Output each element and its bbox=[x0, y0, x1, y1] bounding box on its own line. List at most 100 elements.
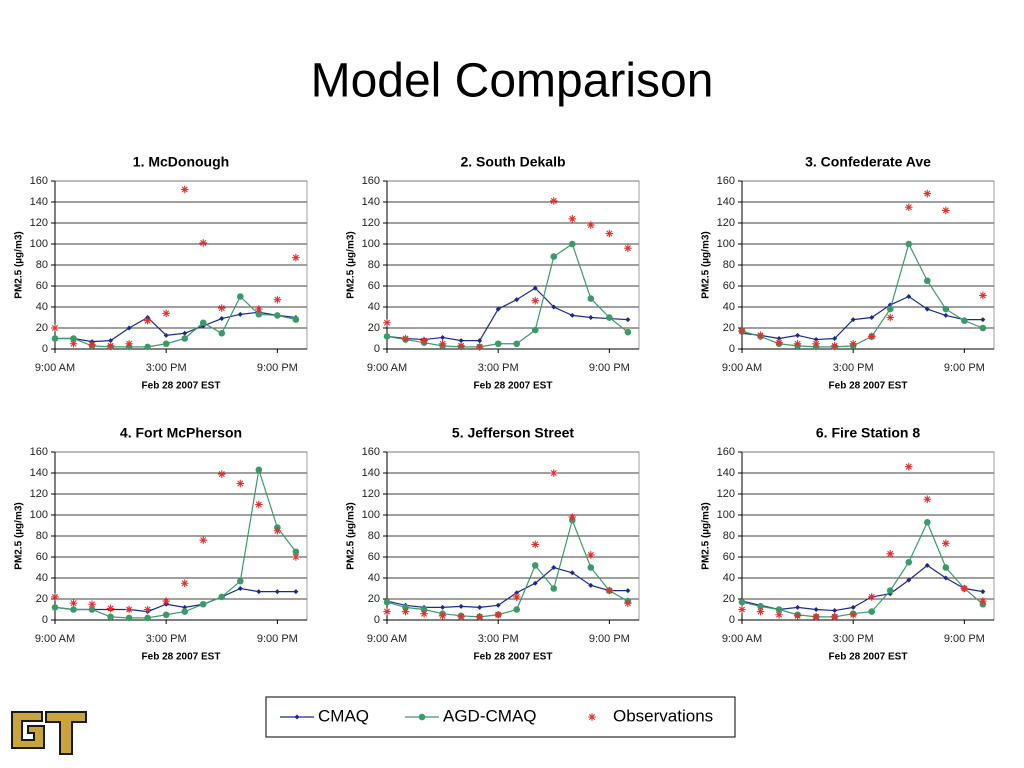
marker bbox=[531, 562, 539, 569]
marker bbox=[979, 291, 987, 300]
marker bbox=[738, 598, 746, 606]
marker bbox=[513, 340, 521, 348]
x-axis-label: Feb 28 2007 EST bbox=[474, 652, 553, 663]
marker bbox=[587, 295, 595, 302]
marker bbox=[588, 582, 594, 588]
y-tick-label: 140 bbox=[717, 467, 735, 479]
y-tick-label: 0 bbox=[42, 614, 48, 626]
marker bbox=[979, 324, 987, 332]
marker bbox=[923, 189, 932, 198]
marker bbox=[624, 599, 632, 607]
marker bbox=[383, 333, 391, 340]
y-tick-label: 20 bbox=[723, 593, 735, 605]
y-tick-label: 0 bbox=[374, 614, 380, 626]
marker bbox=[756, 607, 765, 616]
y-tick-label: 60 bbox=[368, 280, 380, 292]
marker bbox=[88, 606, 96, 613]
marker bbox=[440, 604, 446, 610]
series-line bbox=[386, 566, 628, 609]
marker bbox=[624, 244, 632, 252]
marker bbox=[199, 600, 207, 608]
marker bbox=[979, 597, 987, 605]
marker bbox=[550, 585, 558, 592]
marker bbox=[162, 611, 170, 619]
x-tick-label: 3:00 PM bbox=[478, 633, 519, 645]
marker bbox=[550, 253, 558, 260]
marker bbox=[180, 579, 189, 588]
marker bbox=[457, 342, 465, 350]
marker bbox=[738, 605, 746, 614]
marker bbox=[218, 329, 226, 337]
y-tick-label: 40 bbox=[723, 572, 735, 584]
chart-title: 4. Fort McPherson bbox=[120, 425, 242, 441]
series-line bbox=[386, 287, 628, 342]
marker bbox=[236, 577, 244, 585]
marker bbox=[849, 610, 857, 619]
marker bbox=[568, 513, 577, 521]
marker bbox=[236, 293, 244, 300]
y-tick-label: 120 bbox=[30, 217, 48, 229]
marker bbox=[51, 604, 59, 611]
marker bbox=[292, 316, 300, 323]
series-line bbox=[55, 295, 297, 348]
legend-label: Observations bbox=[613, 706, 713, 725]
y-tick-label: 20 bbox=[36, 593, 48, 605]
marker bbox=[587, 221, 595, 229]
marker bbox=[812, 339, 820, 348]
y-tick-label: 100 bbox=[30, 509, 48, 521]
marker bbox=[605, 586, 614, 595]
marker bbox=[383, 607, 391, 616]
marker bbox=[51, 335, 59, 342]
marker bbox=[126, 325, 132, 331]
x-tick-label: 9:00 AM bbox=[722, 633, 762, 645]
marker bbox=[923, 495, 932, 504]
x-axis-label: Feb 28 2007 EST bbox=[829, 652, 908, 663]
marker bbox=[293, 589, 299, 595]
marker bbox=[775, 610, 783, 619]
marker bbox=[532, 580, 538, 586]
x-tick-label: 3:00 PM bbox=[833, 633, 874, 645]
marker bbox=[69, 599, 78, 607]
y-tick-label: 160 bbox=[717, 446, 735, 458]
y-tick-label: 140 bbox=[30, 196, 48, 208]
marker bbox=[906, 294, 912, 299]
marker bbox=[569, 312, 575, 318]
marker bbox=[143, 316, 152, 325]
x-tick-label: 3:00 PM bbox=[146, 362, 187, 374]
legend-marker bbox=[418, 713, 426, 721]
slide-title: Model Comparison bbox=[311, 55, 714, 108]
y-tick-label: 120 bbox=[30, 488, 48, 500]
marker bbox=[531, 296, 540, 305]
marker bbox=[162, 597, 170, 605]
y-tick-label: 120 bbox=[717, 217, 735, 229]
y-tick-label: 20 bbox=[723, 322, 735, 334]
marker bbox=[869, 315, 875, 320]
marker bbox=[980, 589, 986, 595]
y-tick-label: 100 bbox=[362, 509, 380, 521]
marker bbox=[199, 536, 208, 544]
marker bbox=[107, 613, 114, 621]
marker bbox=[923, 277, 931, 285]
y-tick-label: 140 bbox=[362, 196, 380, 208]
y-axis-label: PM2.5 (µg/m3) bbox=[701, 231, 712, 298]
marker bbox=[905, 558, 913, 566]
marker bbox=[438, 612, 447, 620]
marker bbox=[217, 304, 226, 312]
y-tick-label: 160 bbox=[717, 175, 735, 187]
x-tick-label: 9:00 AM bbox=[722, 362, 762, 374]
marker bbox=[219, 316, 225, 322]
marker bbox=[181, 608, 189, 615]
marker bbox=[475, 343, 484, 351]
y-tick-label: 40 bbox=[368, 572, 380, 584]
marker bbox=[924, 562, 930, 568]
marker bbox=[477, 338, 483, 344]
marker bbox=[438, 339, 447, 348]
y-tick-label: 0 bbox=[729, 343, 735, 355]
marker bbox=[163, 332, 169, 338]
marker bbox=[125, 605, 133, 614]
marker bbox=[125, 614, 133, 622]
marker bbox=[775, 606, 783, 613]
marker bbox=[756, 331, 765, 340]
marker bbox=[775, 338, 783, 347]
marker bbox=[849, 339, 857, 348]
